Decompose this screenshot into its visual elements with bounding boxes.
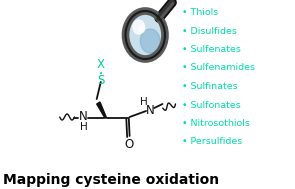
Text: • Nitrosothiols: • Nitrosothiols bbox=[182, 119, 250, 128]
Text: N: N bbox=[79, 111, 88, 123]
Circle shape bbox=[139, 26, 145, 33]
Text: S: S bbox=[97, 74, 104, 88]
Polygon shape bbox=[97, 102, 106, 118]
Text: • Sulfinates: • Sulfinates bbox=[182, 82, 238, 91]
Text: • Persulfides: • Persulfides bbox=[182, 138, 242, 146]
Circle shape bbox=[127, 13, 163, 57]
Text: N: N bbox=[146, 105, 155, 118]
Text: • Sulfonates: • Sulfonates bbox=[182, 101, 241, 109]
Text: Mapping cysteine oxidation: Mapping cysteine oxidation bbox=[4, 173, 219, 187]
Text: H: H bbox=[80, 122, 87, 132]
Circle shape bbox=[133, 20, 145, 34]
Text: • Sulfenamides: • Sulfenamides bbox=[182, 64, 255, 73]
Text: • Thiols: • Thiols bbox=[182, 8, 219, 17]
Text: X: X bbox=[97, 57, 105, 70]
Text: • Disulfides: • Disulfides bbox=[182, 26, 237, 36]
Text: • Sulfenates: • Sulfenates bbox=[182, 45, 241, 54]
Circle shape bbox=[140, 29, 160, 53]
Text: H: H bbox=[140, 97, 148, 107]
Text: O: O bbox=[124, 139, 133, 152]
